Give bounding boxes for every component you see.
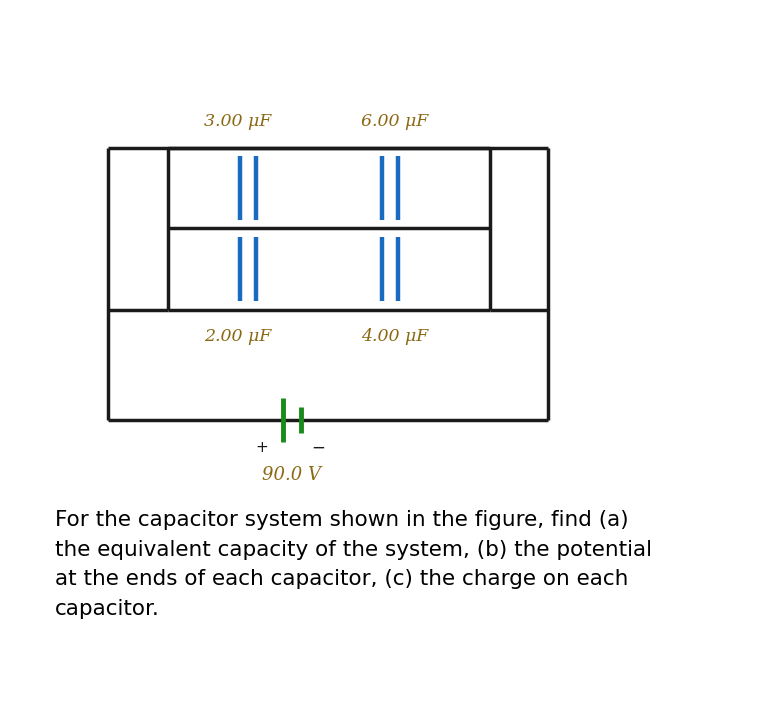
Text: 3.00 μF: 3.00 μF: [205, 113, 271, 130]
Text: 2.00 μF: 2.00 μF: [205, 328, 271, 345]
Text: 6.00 μF: 6.00 μF: [361, 113, 429, 130]
Text: −: −: [311, 439, 325, 457]
Text: 4.00 μF: 4.00 μF: [361, 328, 429, 345]
Text: 90.0 V: 90.0 V: [263, 466, 321, 484]
Text: For the capacitor system shown in the figure, find (a)
the equivalent capacity o: For the capacitor system shown in the fi…: [55, 510, 652, 619]
Text: +: +: [256, 440, 268, 455]
